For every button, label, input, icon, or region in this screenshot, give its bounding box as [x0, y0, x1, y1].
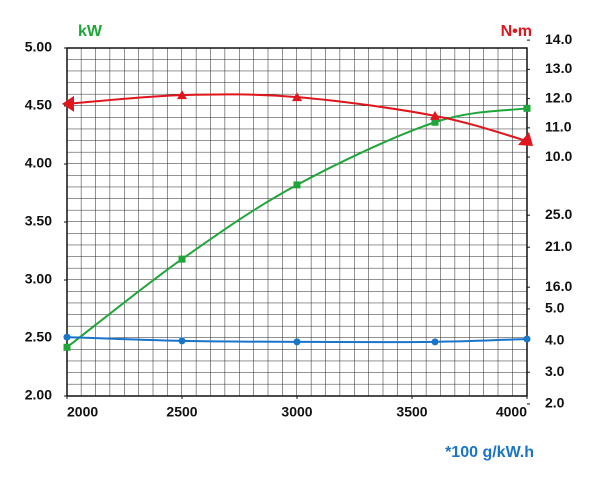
marker: [431, 338, 439, 346]
right-tick-label: 25.0: [545, 206, 572, 222]
marker: [63, 343, 71, 351]
marker: [518, 131, 533, 146]
marker: [293, 338, 301, 346]
marker: [523, 104, 531, 112]
x-tick-label: 2000: [67, 404, 98, 420]
marker: [63, 333, 71, 341]
right-tick-label: 16.0: [545, 278, 572, 294]
marker: [292, 92, 302, 102]
y-tick-label: 2.50: [25, 329, 52, 345]
x-tick-label: 4000: [496, 404, 527, 420]
y-tick-label: 3.00: [25, 271, 52, 287]
marker: [293, 181, 301, 189]
left-unit: kW: [78, 23, 103, 40]
marker: [178, 337, 186, 345]
marker: [523, 335, 531, 343]
marker: [178, 255, 186, 263]
right-tick-label: 2.0: [545, 395, 565, 411]
right-tick-label: 5.0: [545, 300, 565, 316]
y-tick-label: 5.00: [25, 39, 52, 55]
x-tick-label: 3500: [396, 404, 427, 420]
marker: [62, 95, 74, 112]
right-tick-label: 13.0: [545, 60, 572, 76]
plot-area: [66, 47, 528, 397]
y-tick-label: 4.00: [25, 155, 52, 171]
right-tick-label: 21.0: [545, 238, 572, 254]
right-tick-label: 3.0: [545, 363, 565, 379]
right-tick-label: 12.0: [545, 89, 572, 105]
bottom-unit: *100 g/kW.h: [445, 444, 534, 461]
x-tick-label: 3000: [281, 404, 312, 420]
y-tick-label: 4.50: [25, 97, 52, 113]
x-tick-label: 2500: [166, 404, 197, 420]
marker: [177, 90, 187, 100]
right-unit: N•m: [501, 23, 532, 40]
right-tick-label: 4.0: [545, 331, 565, 347]
right-tick-label: 10.0: [545, 148, 572, 164]
right-tick-label: 14.0: [545, 31, 572, 47]
y-tick-label: 3.50: [25, 213, 52, 229]
marker: [431, 118, 439, 126]
right-tick-label: 11.0: [545, 119, 572, 135]
marker: [430, 110, 440, 120]
y-tick-label: 2.00: [25, 387, 52, 403]
